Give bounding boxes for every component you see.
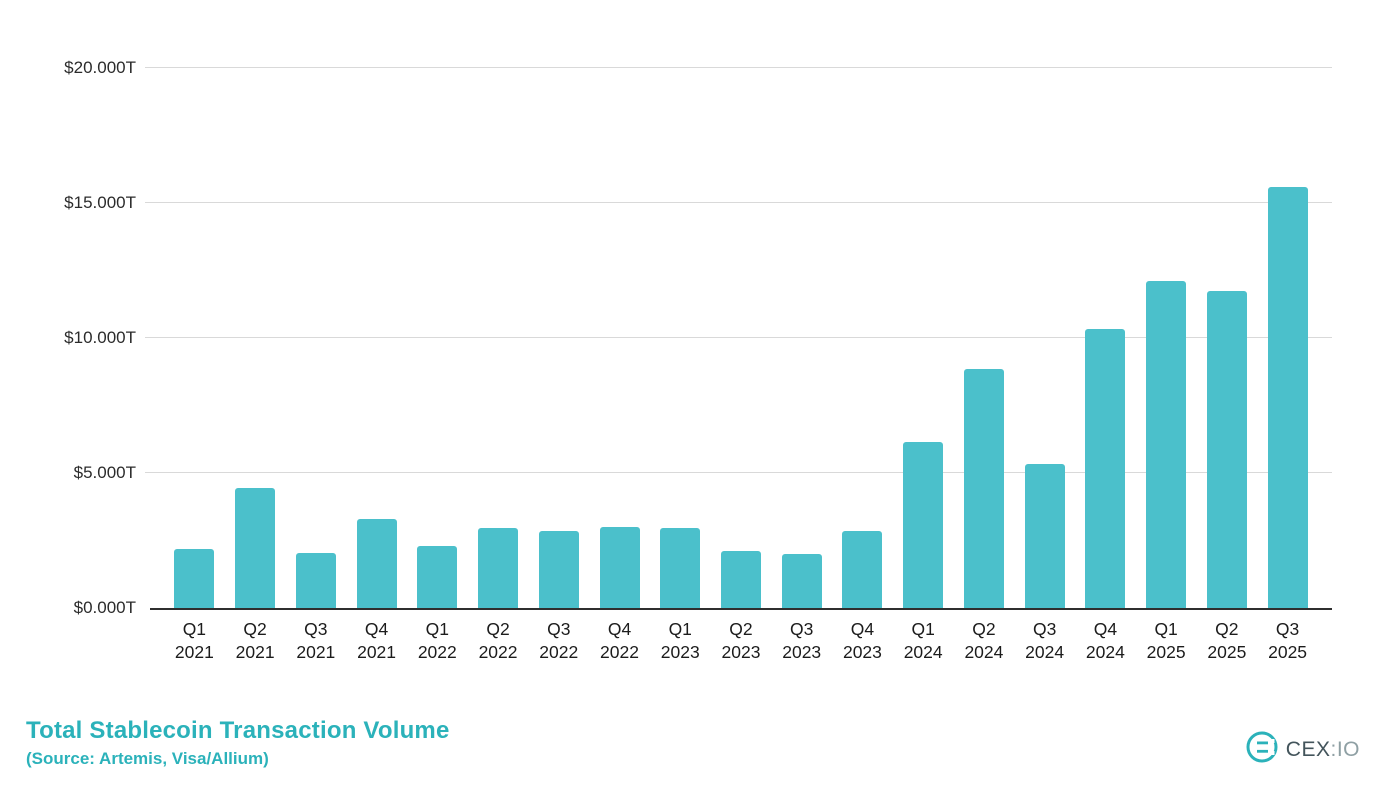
- x-axis-tick: Q3 2021: [296, 619, 336, 662]
- x-axis-tick: Q2 2021: [235, 619, 275, 662]
- bar-Q4-2021: [356, 518, 397, 608]
- bar-slot: [1075, 68, 1136, 608]
- bar-Q3-2022: [538, 531, 579, 608]
- bar-Q1-2021: [174, 548, 215, 608]
- bar-Q2-2024: [963, 369, 1004, 608]
- gridline: [145, 202, 1332, 203]
- bar-slot: [1257, 68, 1318, 608]
- bar-slot: [528, 68, 589, 608]
- chart-title: Total Stablecoin Transaction Volume: [26, 717, 450, 744]
- x-axis-tick: Q2 2024: [964, 619, 1004, 662]
- bar-Q2-2025: [1206, 290, 1247, 608]
- bar-slot: [954, 68, 1015, 608]
- y-axis-tick: $5.000T: [73, 463, 136, 482]
- gridline: [145, 337, 1332, 338]
- bar-Q1-2025: [1146, 281, 1187, 608]
- logo-text-main: CEX: [1285, 737, 1331, 761]
- x-axis-tick: Q3 2023: [782, 619, 822, 662]
- x-axis-tick: Q1 2022: [417, 619, 457, 662]
- x-axis-tick: Q4 2022: [600, 619, 639, 662]
- x-axis-tick: Q1 2021: [174, 619, 214, 662]
- y-axis-tick: $0.000T: [73, 598, 136, 617]
- x-axis-tick: Q2 2022: [478, 619, 518, 662]
- logo-text-sub: :IO: [1330, 737, 1360, 761]
- bar-slot: [832, 68, 893, 608]
- x-axis-tick: Q1 2025: [1146, 619, 1186, 662]
- bar-Q4-2022: [599, 527, 640, 608]
- bars-row: [150, 68, 1332, 608]
- bar-slot: [285, 68, 346, 608]
- bar-Q3-2024: [1024, 463, 1065, 608]
- bar-slot: [1196, 68, 1257, 608]
- chart-source: (Source: Artemis, Visa/Allium): [26, 749, 269, 768]
- cexio-logo-text: CEX :IO: [1286, 738, 1360, 762]
- bar-Q1-2023: [660, 528, 701, 608]
- bar-Q4-2024: [1085, 328, 1126, 608]
- bar-Q1-2022: [417, 545, 458, 608]
- bar-Q3-2023: [781, 554, 822, 608]
- x-axis-tick: Q2 2023: [721, 619, 761, 662]
- x-axis-tick: Q4 2021: [357, 619, 397, 662]
- bar-Q2-2023: [720, 551, 761, 608]
- x-axis-tick: Q4 2024: [1085, 619, 1125, 662]
- chart-footer: Total Stablecoin Transaction Volume (Sou…: [26, 717, 1360, 769]
- bar-slot: [589, 68, 650, 608]
- bar-Q2-2022: [478, 528, 519, 608]
- x-axis-labels: Q1 2021 Q2 2021 Q3 2021 Q4 2021 Q1 2022 Q2 2022 Q3 20…: [150, 618, 1332, 664]
- bar-slot: [771, 68, 832, 608]
- plot-area: $0.000T $5.000T $10.000T $15.000T $20.000T: [64, 58, 1332, 617]
- bar-Q3-2025: [1267, 186, 1308, 608]
- bar-Q4-2023: [842, 531, 883, 608]
- cexio-logo-icon: [1245, 730, 1279, 769]
- y-axis-tick: $20.000T: [64, 58, 136, 77]
- x-axis-tick: Q3 2022: [539, 619, 579, 662]
- bar-slot: [346, 68, 407, 608]
- y-axis-tick: $10.000T: [64, 328, 136, 347]
- bar-slot: [650, 68, 711, 608]
- x-axis-tick: Q1 2023: [660, 619, 700, 662]
- bar-slot: [468, 68, 529, 608]
- bar-slot: [711, 68, 772, 608]
- x-axis-tick: Q3 2025: [1268, 619, 1308, 662]
- gridline: [145, 67, 1332, 68]
- bar-Q3-2021: [295, 552, 336, 608]
- gridline: [145, 472, 1332, 473]
- bar-slot: [1014, 68, 1075, 608]
- cexio-logo: CEX :IO: [1245, 730, 1360, 769]
- bar-slot: [225, 68, 286, 608]
- x-axis-tick: Q3 2024: [1025, 619, 1065, 662]
- bar-slot: [893, 68, 954, 608]
- title-block: Total Stablecoin Transaction Volume (Sou…: [26, 717, 450, 769]
- y-axis-tick: $15.000T: [64, 193, 136, 212]
- x-axis-tick: Q4 2023: [842, 619, 882, 662]
- bar-slot: [407, 68, 468, 608]
- bar-Q1-2024: [903, 441, 944, 608]
- bar-slot: [1136, 68, 1197, 608]
- x-axis-tick: Q2 2025: [1207, 619, 1247, 662]
- bar-Q2-2021: [235, 487, 276, 608]
- x-axis-tick: Q1 2024: [903, 619, 943, 662]
- bar-slot: [164, 68, 225, 608]
